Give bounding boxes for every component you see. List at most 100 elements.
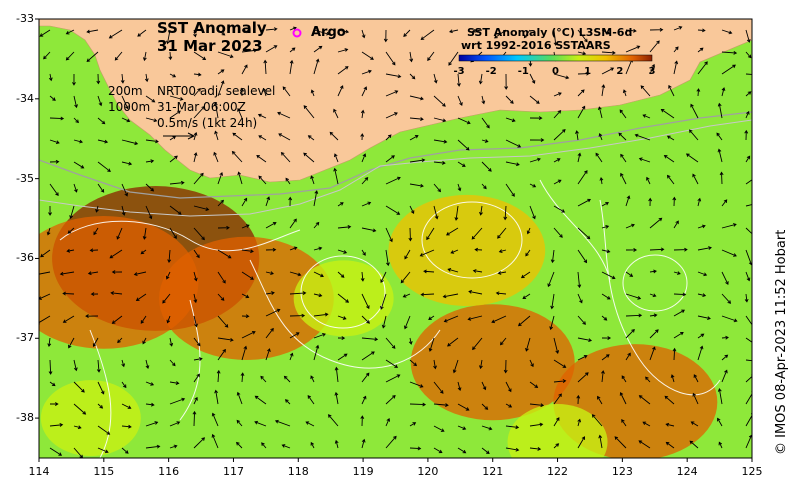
current-arrow-icon <box>673 247 688 252</box>
isobath-label-1000m: 1000m <box>108 100 151 114</box>
current-arrow-icon <box>361 29 366 39</box>
current-arrow-icon <box>673 220 679 229</box>
current-arrow-icon <box>481 161 492 172</box>
current-arrow-icon <box>553 110 562 119</box>
current-arrow-icon <box>721 293 732 304</box>
current-arrow-icon <box>640 85 651 97</box>
current-arrow-icon <box>214 130 219 141</box>
current-arrow-icon <box>334 439 339 449</box>
current-arrow-icon <box>457 183 462 192</box>
current-arrow-icon <box>260 375 267 383</box>
current-arrow-icon <box>553 443 560 449</box>
current-arrow-icon <box>625 28 637 33</box>
current-arrow-icon <box>745 271 751 282</box>
isobath-1000m <box>39 119 752 217</box>
current-arrow-icon <box>337 29 350 34</box>
current-arrow-icon <box>313 45 323 53</box>
current-arrow-icon <box>625 293 642 300</box>
current-arrow-icon <box>217 337 234 342</box>
current-arrow-icon <box>92 337 99 347</box>
current-arrow-icon <box>49 381 56 387</box>
current-arrow-icon <box>167 249 172 264</box>
current-arrow-icon <box>193 337 201 347</box>
current-arrow-icon <box>505 161 520 167</box>
current-arrow-icon <box>577 105 586 119</box>
current-arrow-icon <box>601 50 616 55</box>
colorbar-tick-label: -2 <box>485 66 497 77</box>
current-arrow-icon <box>577 170 588 185</box>
current-arrow-icon <box>289 59 294 75</box>
current-arrow-icon <box>337 202 344 207</box>
current-arrow-icon <box>121 403 132 409</box>
current-arrow-icon <box>660 108 675 119</box>
current-arrow-icon <box>553 417 560 427</box>
current-arrow-icon <box>361 438 366 449</box>
current-arrow-icon <box>142 337 147 345</box>
current-arrow-icon <box>385 227 393 243</box>
current-arrow-icon <box>145 95 156 103</box>
current-arrow-icon <box>49 423 64 427</box>
current-arrow-icon <box>313 221 320 229</box>
current-arrow-icon <box>327 414 339 427</box>
current-arrow-icon <box>717 148 723 163</box>
current-arrow-icon <box>310 441 315 449</box>
x-tick-label: 121 <box>482 465 504 478</box>
current-arrow-icon <box>217 293 225 301</box>
current-arrow-icon <box>97 95 103 107</box>
current-vectors <box>39 26 752 458</box>
current-arrow-icon <box>577 436 586 449</box>
current-arrow-icon <box>688 129 699 141</box>
current-arrow-icon <box>649 293 657 298</box>
current-arrow-icon <box>649 247 665 252</box>
current-arrow-icon <box>254 395 267 405</box>
current-arrow-icon <box>265 196 271 207</box>
current-arrow-icon <box>168 51 173 61</box>
current-arrow-icon <box>457 117 471 125</box>
current-arrow-icon <box>745 359 752 363</box>
y-tick-label: -33 <box>16 12 34 25</box>
current-arrow-icon <box>697 271 708 277</box>
current-arrow-icon <box>409 446 422 451</box>
current-arrow-icon <box>505 117 516 123</box>
current-arrow-icon <box>73 183 78 193</box>
current-arrow-icon <box>404 315 411 330</box>
current-arrow-icon <box>719 171 724 185</box>
current-arrow-icon <box>550 293 555 310</box>
current-arrow-icon <box>622 89 627 97</box>
current-arrow-icon <box>690 103 699 119</box>
current-arrow-icon <box>274 419 291 427</box>
current-arrow-icon <box>49 139 60 145</box>
current-arrow-icon <box>692 173 699 185</box>
current-arrow-icon <box>109 249 123 259</box>
current-arrow-icon <box>696 88 701 97</box>
current-arrow-icon <box>673 26 683 31</box>
warm-anomaly-region <box>410 304 575 421</box>
current-arrow-icon <box>239 87 244 97</box>
current-arrow-icon <box>192 410 197 427</box>
current-arrow-icon <box>361 227 377 233</box>
current-arrow-icon <box>433 95 446 107</box>
current-arrow-icon <box>193 271 198 282</box>
current-arrow-icon <box>529 157 541 163</box>
current-arrow-icon <box>472 269 483 273</box>
current-arrow-icon <box>361 372 370 383</box>
current-arrow-icon <box>409 422 417 427</box>
current-arrow-icon <box>577 293 583 304</box>
current-arrow-icon <box>278 133 291 141</box>
cool-anomaly-region <box>507 404 608 458</box>
current-arrow-icon <box>497 227 507 239</box>
current-arrow-icon <box>491 315 507 324</box>
current-arrow-icon <box>428 337 435 352</box>
current-arrow-icon <box>718 441 723 449</box>
current-arrow-icon <box>265 247 277 252</box>
current-arrow-icon <box>307 135 315 141</box>
current-arrow-icon <box>140 249 147 255</box>
current-arrow-icon <box>169 337 174 347</box>
current-arrow-icon <box>523 29 531 39</box>
current-arrow-icon <box>408 227 413 242</box>
current-arrow-icon <box>597 106 603 119</box>
current-arrow-icon <box>672 347 677 361</box>
current-arrow-icon <box>481 117 490 129</box>
current-arrow-icon <box>313 246 323 251</box>
current-arrow-icon <box>241 29 251 34</box>
